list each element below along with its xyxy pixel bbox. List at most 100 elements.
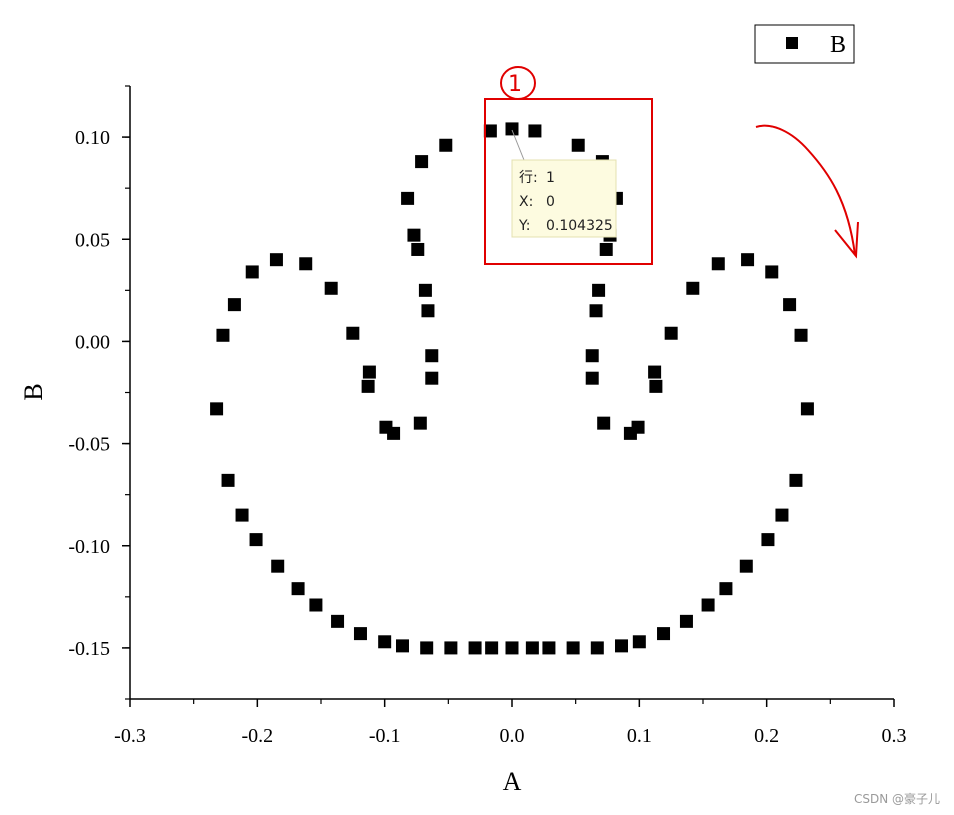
scatter-point[interactable] — [291, 582, 305, 596]
scatter-point[interactable] — [271, 559, 285, 573]
scatter-point[interactable] — [421, 304, 435, 318]
tooltip-row-label: 行: — [519, 170, 538, 186]
y-ticks: -0.15 -0.10 -0.05 0.00 0.05 0.10 — [68, 85, 130, 700]
annotation-number: 1 — [508, 72, 522, 97]
legend-marker — [786, 37, 798, 49]
scatter-point[interactable] — [407, 228, 421, 242]
x-ticks: -0.3 -0.2 -0.1 0.0 0.1 0.2 0.3 — [114, 699, 907, 747]
scatter-point[interactable] — [701, 598, 715, 612]
x-axis-title: A — [503, 767, 522, 796]
scatter-point[interactable] — [299, 257, 313, 271]
data-points — [210, 122, 814, 655]
scatter-point[interactable] — [597, 416, 611, 430]
scatter-point[interactable] — [346, 326, 360, 340]
scatter-point[interactable] — [571, 138, 585, 152]
scatter-point[interactable] — [585, 349, 599, 363]
scatter-point[interactable] — [249, 533, 263, 547]
scatter-point[interactable] — [269, 253, 283, 267]
scatter-point[interactable] — [739, 559, 753, 573]
scatter-point[interactable] — [415, 155, 429, 169]
scatter-point[interactable] — [420, 641, 434, 655]
scatter-point[interactable] — [401, 191, 415, 205]
x-tick-label: -0.1 — [369, 725, 401, 747]
legend-box — [754, 24, 855, 64]
scatter-point[interactable] — [761, 533, 775, 547]
y-axis-title: B — [19, 383, 48, 400]
scatter-point[interactable] — [309, 598, 323, 612]
x-tick-label: 0.1 — [627, 725, 652, 747]
highlight-box — [484, 98, 653, 265]
legend[interactable]: B — [754, 24, 855, 64]
tooltip-y-label: Y: — [518, 218, 530, 234]
scatter-point[interactable] — [566, 641, 580, 655]
tooltip-y-value: 0.104325 — [546, 218, 613, 234]
scatter-point[interactable] — [542, 641, 556, 655]
scatter-point[interactable] — [468, 641, 482, 655]
scatter-point[interactable] — [664, 326, 678, 340]
scatter-point[interactable] — [439, 138, 453, 152]
scatter-point[interactable] — [592, 283, 606, 297]
scatter-point[interactable] — [245, 265, 259, 279]
scatter-point[interactable] — [525, 641, 539, 655]
scatter-point[interactable] — [216, 328, 230, 342]
scatter-point[interactable] — [800, 402, 814, 416]
tooltip-pointer — [511, 129, 525, 161]
scatter-point[interactable] — [444, 641, 458, 655]
scatter-point[interactable] — [362, 365, 376, 379]
scatter-point[interactable] — [631, 420, 645, 434]
scatter-point[interactable] — [679, 614, 693, 628]
scatter-point[interactable] — [485, 641, 499, 655]
annotation-circle — [500, 66, 536, 100]
scatter-point[interactable] — [395, 639, 409, 653]
scatter-point[interactable] — [483, 124, 497, 138]
scatter-point[interactable] — [590, 641, 604, 655]
arrow-head — [834, 221, 859, 259]
watermark: CSDN @豪子儿 — [853, 792, 940, 806]
scatter-point[interactable] — [210, 402, 224, 416]
scatter-point[interactable] — [632, 635, 646, 649]
scatter-point[interactable] — [589, 304, 603, 318]
y-tick-label: -0.10 — [68, 536, 110, 558]
scatter-point[interactable] — [379, 420, 393, 434]
scatter-point[interactable] — [425, 371, 439, 385]
scatter-point[interactable] — [331, 614, 345, 628]
scatter-point[interactable] — [505, 641, 519, 655]
scatter-point[interactable] — [765, 265, 779, 279]
scatter-point[interactable] — [648, 365, 662, 379]
scatter-point[interactable] — [361, 379, 375, 393]
tooltip-x-label: X: — [519, 194, 533, 210]
scatter-point[interactable] — [585, 371, 599, 385]
scatter-point[interactable] — [615, 639, 629, 653]
scatter-point[interactable] — [411, 242, 425, 256]
scatter-point[interactable] — [649, 379, 663, 393]
scatter-point[interactable] — [599, 242, 613, 256]
scatter-point[interactable] — [741, 253, 755, 267]
scatter-point[interactable] — [719, 582, 733, 596]
tooltip-x-value: 0 — [546, 194, 555, 210]
y-tick-label: -0.15 — [68, 638, 110, 660]
scatter-point[interactable] — [775, 508, 789, 522]
scatter-point[interactable] — [418, 283, 432, 297]
scatter-point[interactable] — [413, 416, 427, 430]
scatter-point[interactable] — [789, 473, 803, 487]
scatter-point[interactable] — [227, 298, 241, 312]
legend-label: B — [830, 32, 846, 58]
scatter-point[interactable] — [711, 257, 725, 271]
scatter-point[interactable] — [505, 122, 519, 136]
scatter-point[interactable] — [324, 281, 338, 295]
scatter-point[interactable] — [794, 328, 808, 342]
scatter-point[interactable] — [378, 635, 392, 649]
data-tooltip: 行: 1 X: 0 Y: 0.104325 — [511, 129, 617, 238]
scatter-point[interactable] — [425, 349, 439, 363]
scatter-point[interactable] — [235, 508, 249, 522]
scatter-point[interactable] — [528, 124, 542, 138]
scatter-point[interactable] — [686, 281, 700, 295]
y-tick-label: 0.10 — [75, 127, 110, 149]
scatter-point[interactable] — [353, 627, 367, 641]
tooltip-box — [511, 159, 617, 238]
scatter-point[interactable] — [783, 298, 797, 312]
scatter-point[interactable] — [657, 627, 671, 641]
scatter-point[interactable] — [221, 473, 235, 487]
x-tick-label: 0.3 — [882, 725, 907, 747]
